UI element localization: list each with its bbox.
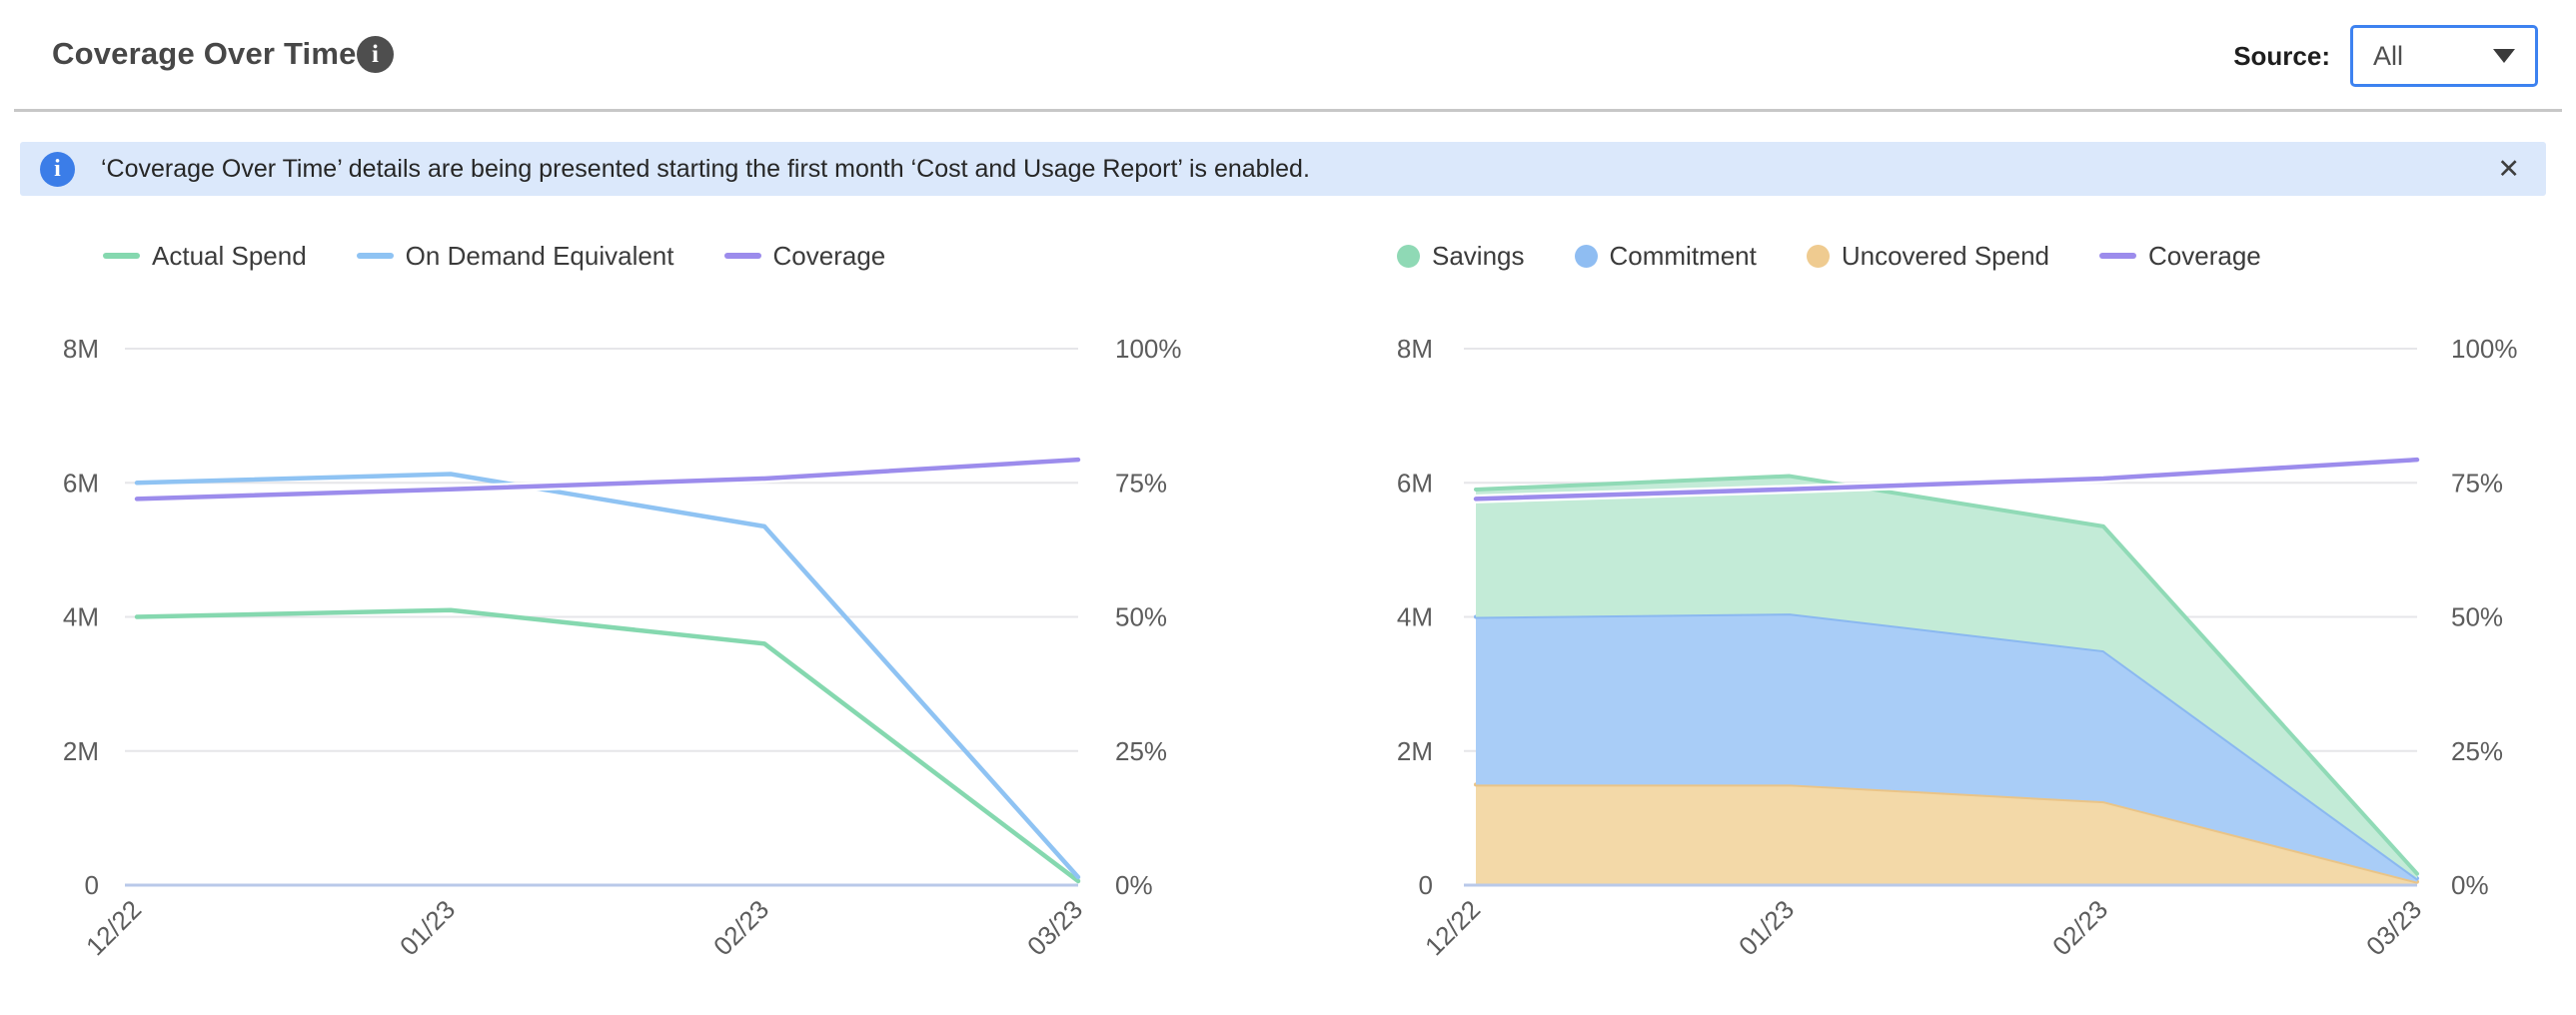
actual-spend-swatch-icon <box>103 253 140 259</box>
commitment-swatch-icon <box>1574 244 1598 268</box>
chevron-down-icon <box>2493 49 2515 63</box>
series-on-demand-equivalent <box>134 472 1081 880</box>
area-uncovered-spend <box>1476 784 2417 885</box>
source-select-value: All <box>2373 40 2404 71</box>
x-axis-tick-label: 01/23 <box>1733 894 1800 961</box>
legend-item-coverage[interactable]: Coverage <box>723 240 886 272</box>
y-axis-right: 100% 75% 50% 25% 0% <box>1115 334 1182 900</box>
legend-item-on-demand-equivalent[interactable]: On Demand Equivalent <box>356 240 674 272</box>
legend-label: Uncovered Spend <box>1841 240 2049 271</box>
area-commitment <box>1476 613 2417 882</box>
legend-area-chart: Savings Commitment Uncovered Spend Coverage <box>1397 236 2261 276</box>
axis-tick-label: 50% <box>2451 602 2503 632</box>
axis-tick-label: 25% <box>1115 736 1167 766</box>
axis-tick-label: 100% <box>1115 334 1182 364</box>
axis-tick-label: 2M <box>63 736 99 766</box>
banner-text: ‘Coverage Over Time’ details are being p… <box>101 154 1310 183</box>
axis-tick-label: 0% <box>1115 870 1153 900</box>
axis-tick-label: 8M <box>63 334 99 364</box>
banner-info-icon-glyph: i <box>54 155 61 182</box>
info-banner: i ‘Coverage Over Time’ details are being… <box>20 142 2546 196</box>
banner-info-icon: i <box>40 151 75 187</box>
legend-label: Actual Spend <box>152 240 307 271</box>
legend-label: Commitment <box>1609 240 1757 271</box>
x-axis-tick-label: 12/22 <box>1419 894 1486 961</box>
coverage-swatch-icon <box>2099 253 2136 259</box>
legend-item-actual-spend[interactable]: Actual Spend <box>103 241 307 272</box>
legend-label: Coverage <box>772 240 886 271</box>
x-axis-tick-label: 03/23 <box>1021 894 1088 961</box>
x-axis-tick-label: 12/22 <box>80 894 147 961</box>
axis-tick-label: 4M <box>63 602 99 632</box>
y-axis-right: 100% 75% 50% 25% 0% <box>2451 334 2518 900</box>
y-axis-left: 8M 6M 4M 2M 0 <box>1397 334 1433 900</box>
axis-tick-label: 8M <box>1397 334 1433 364</box>
x-axis-tick-label: 03/23 <box>2360 894 2427 961</box>
axis-tick-label: 0% <box>2451 870 2489 900</box>
axis-tick-label: 6M <box>63 468 99 498</box>
source-select[interactable]: All <box>2350 25 2538 87</box>
x-axis-tick-label: 02/23 <box>2046 894 2113 961</box>
chart-savings-commitment-uncovered-stacked: 8M 6M 4M 2M 0 100% 75% 50% 25% 0% 12/22 01/23 02/23 0… <box>1397 334 2518 961</box>
series-coverage <box>1473 457 2420 502</box>
x-axis-tick-label: 02/23 <box>707 894 774 961</box>
axis-tick-label: 2M <box>1397 736 1433 766</box>
axis-tick-label: 0 <box>1419 870 1433 900</box>
chart-spend-and-coverage-lines: 8M 6M 4M 2M 0 100% 75% 50% 25% 0% 12/22 01/23 02/23 0… <box>63 334 1182 961</box>
info-icon-glyph: i <box>372 40 379 68</box>
y-axis-left: 8M 6M 4M 2M 0 <box>63 334 99 900</box>
area-edge-savings <box>1474 474 2419 876</box>
banner-close-button[interactable]: ✕ <box>2497 153 2520 184</box>
savings-swatch-icon <box>1397 244 1420 268</box>
axis-tick-label: 75% <box>2451 468 2503 498</box>
axis-tick-label: 100% <box>2451 334 2518 364</box>
area-savings <box>1476 476 2417 879</box>
x-axis-labels: 12/22 01/23 02/23 03/23 <box>80 894 1088 961</box>
legend-item-savings[interactable]: Savings <box>1397 241 1525 272</box>
axis-tick-label: 50% <box>1115 602 1167 632</box>
coverage-swatch-icon <box>723 253 761 259</box>
axis-tick-label: 0 <box>85 870 99 900</box>
x-axis-tick-label: 01/23 <box>394 894 461 961</box>
charts-canvas: 8M 6M 4M 2M 0 100% 75% 50% 25% 0% 12/22 01/23 02/23 0… <box>63 334 2518 961</box>
x-axis-labels: 12/22 01/23 02/23 03/23 <box>1419 894 2427 961</box>
info-icon[interactable]: i <box>357 36 394 73</box>
uncovered-spend-swatch-icon <box>1806 244 1830 268</box>
axis-tick-label: 75% <box>1115 468 1167 498</box>
source-label: Source: <box>2233 41 2330 71</box>
legend-label: Savings <box>1432 240 1525 271</box>
header-divider <box>14 109 2562 112</box>
gridlines <box>125 348 1078 752</box>
legend-label: Coverage <box>2148 240 2261 271</box>
legend-label: On Demand Equivalent <box>405 240 674 271</box>
axis-tick-label: 6M <box>1397 468 1433 498</box>
on-demand-equivalent-swatch-icon <box>356 253 394 259</box>
legend-line-chart: Actual Spend On Demand Equivalent Coverage <box>103 236 885 276</box>
page-title: Coverage Over Time <box>52 36 357 71</box>
series-actual-spend <box>134 607 1081 884</box>
legend-item-uncovered-spend[interactable]: Uncovered Spend <box>1806 240 2049 272</box>
series-coverage <box>134 457 1081 502</box>
axis-tick-label: 25% <box>2451 736 2503 766</box>
axis-tick-label: 4M <box>1397 602 1433 632</box>
legend-item-coverage[interactable]: Coverage <box>2099 241 2261 272</box>
legend-item-commitment[interactable]: Commitment <box>1574 240 1757 272</box>
